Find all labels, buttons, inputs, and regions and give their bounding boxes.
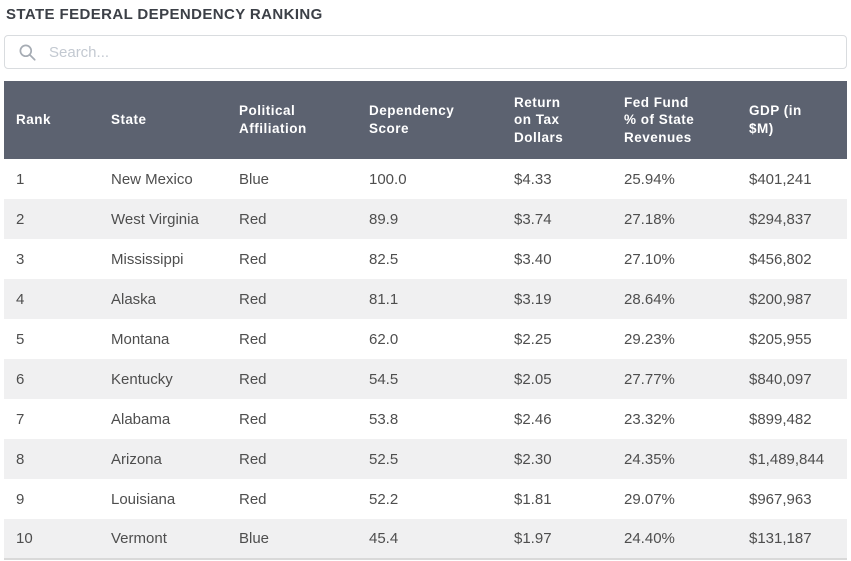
cell-return-on-tax: $1.97: [514, 530, 552, 547]
cell-return-on-tax: $1.81: [514, 490, 552, 508]
cell-score: 53.8: [369, 410, 399, 428]
search-input[interactable]: [5, 36, 846, 68]
cell-gdp: $205,955: [749, 330, 812, 348]
cell-rank: 9: [16, 490, 25, 508]
cell-gdp: $840,097: [749, 370, 812, 388]
table-row: 4 Alaska Red 81.1 $3.19 28.64% $200,987: [4, 279, 847, 319]
cell-affiliation: Red: [239, 250, 267, 268]
cell-fed-fund-pct: 23.32%: [624, 410, 675, 428]
cell-return-on-tax: $3.40: [514, 250, 552, 268]
cell-fed-fund-pct: 25.94%: [624, 170, 675, 188]
column-header-gdp[interactable]: GDP (in $M): [737, 81, 847, 159]
cell-rank: 1: [16, 170, 25, 188]
table-body: 1 New Mexico Blue 100.0 $4.33 25.94% $401,241 2…: [4, 159, 847, 559]
cell-affiliation: Red: [239, 330, 267, 348]
cell-gdp: $294,837: [749, 210, 812, 228]
cell-score: 45.4: [369, 530, 399, 547]
cell-affiliation: Red: [239, 370, 267, 388]
cell-gdp: $967,963: [749, 490, 812, 508]
cell-gdp: $899,482: [749, 410, 812, 428]
cell-score: 62.0: [369, 330, 399, 348]
cell-fed-fund-pct: 24.35%: [624, 450, 675, 468]
cell-return-on-tax: $2.25: [514, 330, 552, 348]
column-header-affiliation[interactable]: Political Affiliation: [227, 81, 357, 159]
cell-state: Louisiana: [111, 490, 176, 508]
cell-rank: 10: [16, 530, 33, 547]
cell-score: 100.0: [369, 170, 407, 188]
cell-gdp: $131,187: [749, 530, 812, 547]
cell-fed-fund-pct: 27.18%: [624, 210, 675, 228]
cell-state: Arizona: [111, 450, 162, 468]
cell-return-on-tax: $2.30: [514, 450, 552, 468]
page-title: STATE FEDERAL DEPENDENCY RANKING: [6, 6, 323, 23]
cell-rank: 5: [16, 330, 25, 348]
cell-gdp: $401,241: [749, 170, 812, 188]
cell-rank: 6: [16, 370, 25, 388]
table-row: 5 Montana Red 62.0 $2.25 29.23% $205,955: [4, 319, 847, 359]
cell-fed-fund-pct: 29.23%: [624, 330, 675, 348]
cell-fed-fund-pct: 24.40%: [624, 530, 675, 547]
cell-score: 82.5: [369, 250, 399, 268]
column-header-return-on-tax[interactable]: Return on Tax Dollars: [502, 81, 612, 159]
cell-affiliation: Red: [239, 490, 267, 508]
cell-return-on-tax: $3.19: [514, 290, 552, 308]
cell-score: 81.1: [369, 290, 399, 308]
cell-affiliation: Red: [239, 210, 267, 228]
cell-affiliation: Red: [239, 410, 267, 428]
cell-return-on-tax: $4.33: [514, 170, 552, 188]
cell-state: West Virginia: [111, 210, 199, 228]
cell-return-on-tax: $2.05: [514, 370, 552, 388]
cell-return-on-tax: $3.74: [514, 210, 552, 228]
cell-state: Alabama: [111, 410, 171, 428]
cell-state: Alaska: [111, 290, 157, 308]
table-row: 2 West Virginia Red 89.9 $3.74 27.18% $294,837: [4, 199, 847, 239]
cell-score: 52.5: [369, 450, 399, 468]
table-row: 6 Kentucky Red 54.5 $2.05 27.77% $840,097: [4, 359, 847, 399]
cell-score: 89.9: [369, 210, 399, 228]
table-header: Rank State Political Affiliation Dependency…: [4, 81, 847, 159]
table-row: 3 Mississippi Red 82.5 $3.40 27.10% $456,802: [4, 239, 847, 279]
cell-fed-fund-pct: 27.10%: [624, 250, 675, 268]
cell-rank: 3: [16, 250, 25, 268]
column-header-state[interactable]: State: [99, 81, 227, 159]
cell-affiliation: Red: [239, 450, 267, 468]
column-header-score[interactable]: Dependency Score: [357, 81, 502, 159]
cell-rank: 8: [16, 450, 25, 468]
cell-gdp: $456,802: [749, 250, 812, 268]
cell-state: Vermont: [111, 530, 167, 547]
cell-fed-fund-pct: 27.77%: [624, 370, 675, 388]
dependency-ranking-table: Rank State Political Affiliation Dependency…: [4, 81, 847, 560]
table-row: 9 Louisiana Red 52.2 $1.81 29.07% $967,963: [4, 479, 847, 519]
cell-score: 52.2: [369, 490, 399, 508]
cell-score: 54.5: [369, 370, 399, 388]
cell-affiliation: Blue: [239, 170, 270, 188]
cell-state: Kentucky: [111, 370, 173, 388]
table-row: 10 Vermont Blue 45.4 $1.97 24.40% $131,187: [4, 519, 847, 559]
cell-gdp: $1,489,844: [749, 450, 825, 468]
table-row: 1 New Mexico Blue 100.0 $4.33 25.94% $401,241: [4, 159, 847, 199]
cell-state: New Mexico: [111, 170, 193, 188]
column-header-rank[interactable]: Rank: [4, 81, 99, 159]
cell-state: Montana: [111, 330, 170, 348]
table-row: 7 Alabama Red 53.8 $2.46 23.32% $899,482: [4, 399, 847, 439]
cell-state: Mississippi: [111, 250, 184, 268]
cell-rank: 2: [16, 210, 25, 228]
search-box: [4, 35, 847, 69]
cell-rank: 7: [16, 410, 25, 428]
cell-gdp: $200,987: [749, 290, 812, 308]
table-header-row: Rank State Political Affiliation Dependency…: [4, 81, 847, 159]
cell-rank: 4: [16, 290, 25, 308]
cell-affiliation: Red: [239, 290, 267, 308]
cell-affiliation: Blue: [239, 530, 270, 547]
table-row: 8 Arizona Red 52.5 $2.30 24.35% $1,489,844: [4, 439, 847, 479]
cell-fed-fund-pct: 28.64%: [624, 290, 675, 308]
cell-return-on-tax: $2.46: [514, 410, 552, 428]
column-header-fed-fund[interactable]: Fed Fund % of State Revenues: [612, 81, 737, 159]
cell-fed-fund-pct: 29.07%: [624, 490, 675, 508]
